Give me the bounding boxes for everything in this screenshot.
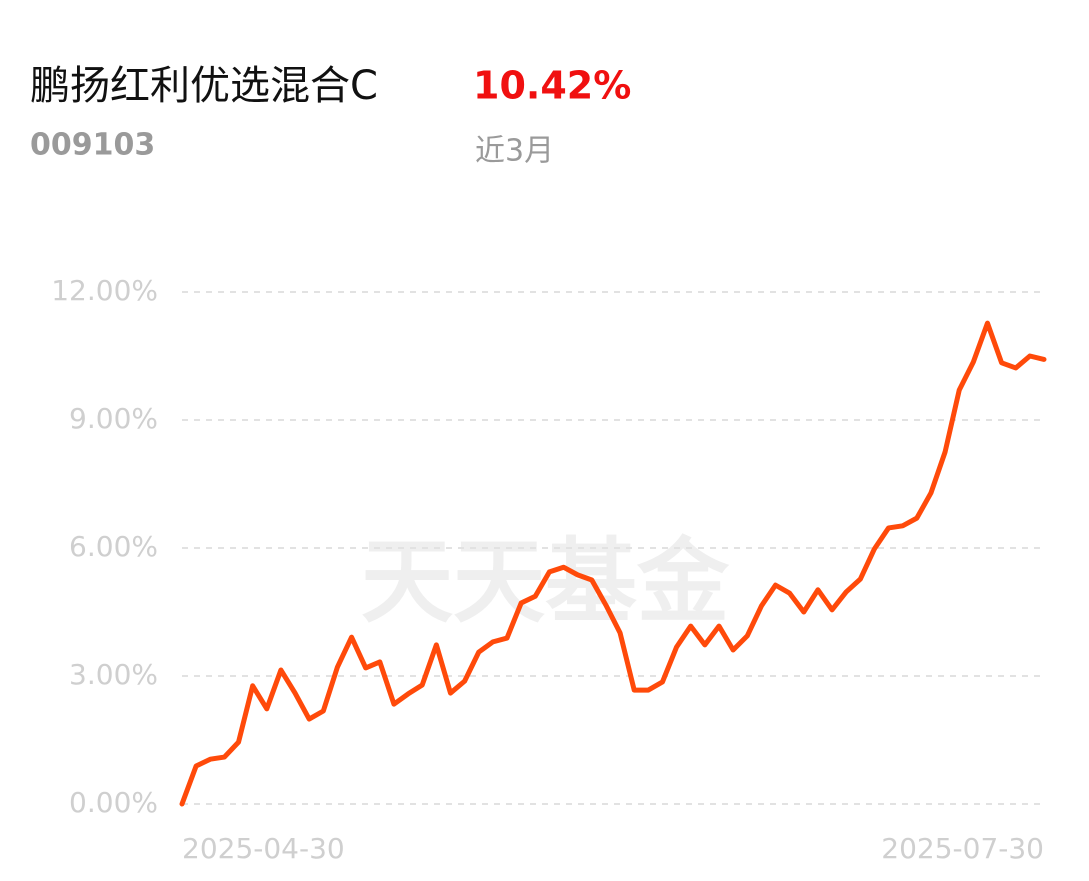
fund-title: 鹏扬红利优选混合C bbox=[30, 63, 378, 109]
y-tick-label: 3.00% bbox=[69, 658, 158, 691]
y-tick-label: 12.00% bbox=[51, 274, 158, 307]
y-tick-label: 9.00% bbox=[69, 402, 158, 435]
y-tick-label: 6.00% bbox=[69, 530, 158, 563]
period-label: 近3月 bbox=[475, 134, 554, 169]
y-tick-label: 0.00% bbox=[69, 786, 158, 819]
return-value: 10.42% bbox=[473, 64, 631, 108]
x-tick-label: 2025-07-30 bbox=[881, 832, 1044, 865]
x-tick-label: 2025-04-30 bbox=[182, 832, 345, 865]
line-series bbox=[179, 320, 1047, 807]
fund-code: 009103 bbox=[30, 128, 155, 163]
